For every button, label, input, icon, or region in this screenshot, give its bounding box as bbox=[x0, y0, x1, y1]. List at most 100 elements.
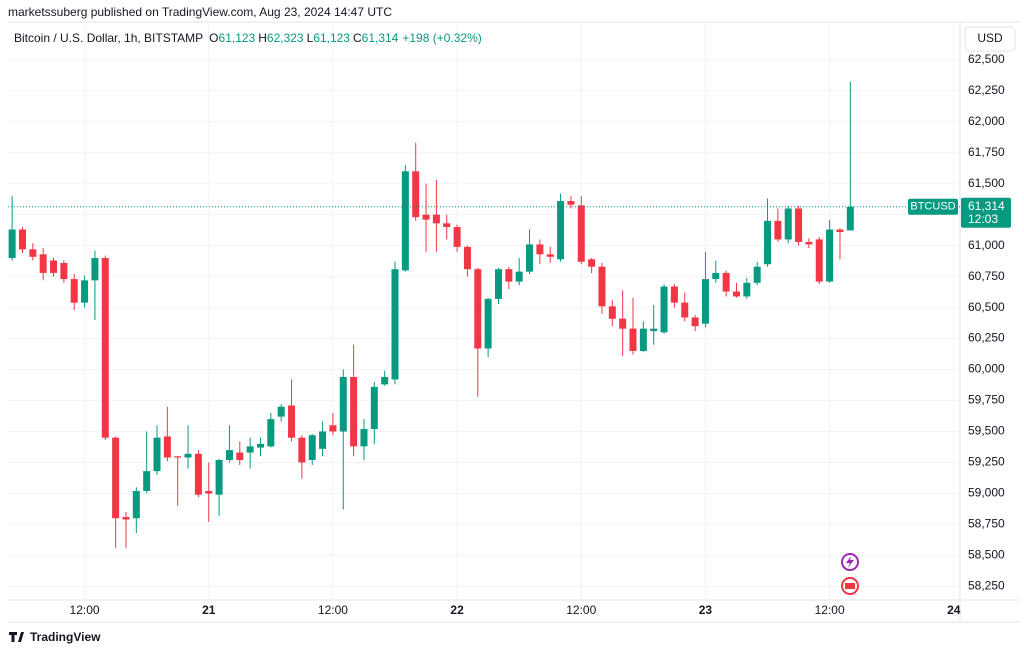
currency[interactable]: USD bbox=[977, 31, 1003, 45]
event-icons bbox=[841, 553, 859, 595]
y-tick-label: 58,250 bbox=[968, 579, 1005, 593]
publisher: marketssuberg published on TradingView.c… bbox=[8, 5, 392, 19]
candle-body bbox=[836, 229, 844, 233]
candle-body bbox=[784, 208, 792, 240]
candle-body bbox=[732, 291, 740, 297]
candles bbox=[8, 81, 854, 548]
legend: Bitcoin / U.S. Dollar, 1h, BITSTAMP O61,1… bbox=[14, 31, 482, 45]
logo: TradingView bbox=[9, 630, 101, 644]
x-tick-label: 12:00 bbox=[70, 603, 100, 617]
change: +198 (+0.32%) bbox=[402, 31, 481, 45]
candle-body bbox=[453, 227, 461, 247]
ohlc-key: H bbox=[258, 31, 267, 45]
candle-body bbox=[650, 328, 658, 332]
candle-body bbox=[474, 269, 482, 349]
y-tick-label: 62,000 bbox=[968, 114, 1005, 128]
y-tick-label: 60,500 bbox=[968, 300, 1005, 314]
candle-body bbox=[236, 452, 244, 460]
y-tick-label: 59,750 bbox=[968, 393, 1005, 407]
candle-body bbox=[360, 429, 368, 447]
candle-body bbox=[91, 258, 99, 281]
candle-body bbox=[277, 406, 285, 417]
candle-body bbox=[722, 272, 730, 292]
candle-body bbox=[567, 201, 575, 205]
candle-body bbox=[743, 282, 751, 297]
candle-body bbox=[391, 269, 399, 380]
candle-body bbox=[608, 306, 616, 319]
x-tick-label: 22 bbox=[450, 603, 464, 617]
candle-body bbox=[577, 205, 585, 262]
candle-body bbox=[753, 266, 761, 283]
candle-body bbox=[432, 214, 440, 224]
candle-body bbox=[639, 328, 647, 351]
price-tag bbox=[961, 197, 1011, 228]
candle-body bbox=[70, 279, 78, 303]
candle-body bbox=[815, 239, 823, 282]
candle-body bbox=[629, 328, 637, 351]
candle-body bbox=[225, 450, 233, 460]
candle-body bbox=[691, 317, 699, 327]
x-tick-label: 23 bbox=[699, 603, 713, 617]
candle-body bbox=[319, 431, 327, 449]
candle-body bbox=[401, 171, 409, 271]
candle-body bbox=[298, 437, 306, 463]
candle-body bbox=[329, 425, 337, 432]
candle-body bbox=[174, 456, 182, 458]
candle-body bbox=[546, 254, 554, 257]
candle-body bbox=[81, 280, 89, 303]
candle-body bbox=[660, 286, 668, 333]
candle-body bbox=[267, 419, 275, 447]
candle-body bbox=[381, 376, 389, 385]
y-tick-label: 61,500 bbox=[968, 176, 1005, 190]
ohlc-value: 61,314 bbox=[362, 31, 399, 45]
x-tick-label: 12:00 bbox=[566, 603, 596, 617]
candle-body bbox=[774, 220, 782, 240]
candle-body bbox=[288, 405, 296, 438]
candle-body bbox=[60, 262, 68, 280]
candle-body bbox=[112, 437, 120, 519]
candle-body bbox=[39, 254, 47, 273]
y-tick-label: 62,500 bbox=[968, 52, 1005, 66]
candle-body bbox=[308, 435, 316, 460]
candle-body bbox=[184, 453, 192, 458]
candle-body bbox=[101, 258, 109, 438]
candle-body bbox=[132, 490, 140, 519]
ohlc-key: O bbox=[209, 31, 218, 45]
candle-body bbox=[122, 516, 130, 520]
symbol-tag bbox=[908, 198, 958, 215]
x-tick-label: 12:00 bbox=[815, 603, 845, 617]
x-tick-label: 12:00 bbox=[318, 603, 348, 617]
candle-body bbox=[795, 208, 803, 242]
last-price: 61,314 bbox=[968, 199, 1005, 213]
y-tick-label: 62,250 bbox=[968, 83, 1005, 97]
candle-body bbox=[557, 201, 565, 260]
legend-title: Bitcoin / U.S. Dollar, 1h, BITSTAMP bbox=[14, 31, 203, 45]
x-tick-label: 21 bbox=[202, 603, 216, 617]
candle-body bbox=[588, 259, 596, 267]
y-tick-label: 61,750 bbox=[968, 145, 1005, 159]
candle-body bbox=[205, 490, 213, 494]
candle-body bbox=[826, 229, 834, 282]
currency-button[interactable] bbox=[964, 26, 1016, 52]
candle-body bbox=[194, 453, 202, 495]
y-tick-label: 60,000 bbox=[968, 362, 1005, 376]
candle-body bbox=[463, 246, 471, 270]
symbol: BTCUSD bbox=[910, 201, 955, 213]
y-tick-label: 60,250 bbox=[968, 331, 1005, 345]
icon bbox=[846, 556, 854, 568]
y-tick-label: 58,750 bbox=[968, 517, 1005, 531]
y-tick-label: 61,000 bbox=[968, 238, 1005, 252]
candle-body bbox=[805, 241, 813, 245]
ohlc-value: 62,323 bbox=[267, 31, 304, 45]
candle-body bbox=[256, 443, 264, 448]
candle-body bbox=[163, 436, 171, 458]
candle-body bbox=[246, 446, 254, 453]
candle-body bbox=[515, 271, 523, 282]
candle-body bbox=[8, 229, 16, 259]
y-tick-label: 58,500 bbox=[968, 548, 1005, 562]
candle-body bbox=[153, 437, 161, 472]
candle-body bbox=[422, 214, 430, 220]
brand: TradingView bbox=[30, 630, 101, 644]
